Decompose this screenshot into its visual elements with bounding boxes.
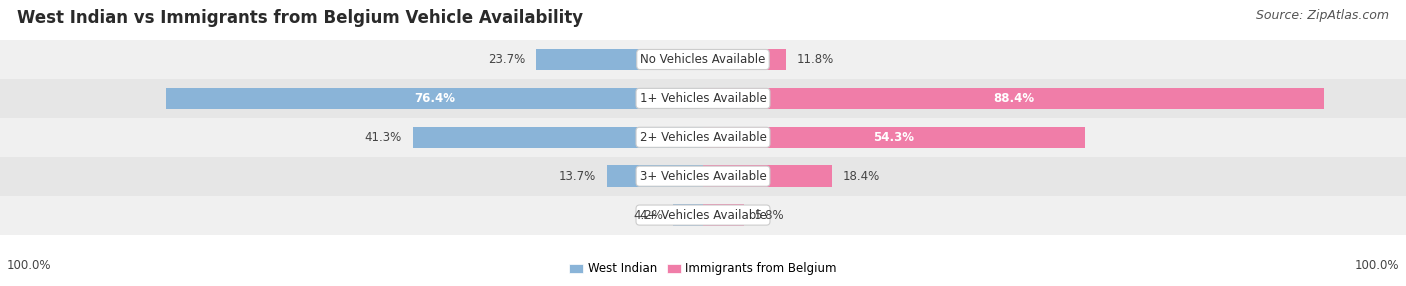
Text: 41.3%: 41.3% <box>366 131 402 144</box>
Bar <box>703 166 832 187</box>
Text: 88.4%: 88.4% <box>993 92 1035 105</box>
Bar <box>537 49 703 70</box>
Legend: West Indian, Immigrants from Belgium: West Indian, Immigrants from Belgium <box>564 258 842 280</box>
Text: Source: ZipAtlas.com: Source: ZipAtlas.com <box>1256 9 1389 21</box>
Text: 2+ Vehicles Available: 2+ Vehicles Available <box>640 131 766 144</box>
Text: 4+ Vehicles Available: 4+ Vehicles Available <box>640 208 766 222</box>
Bar <box>607 166 703 187</box>
Bar <box>166 88 703 109</box>
Bar <box>703 204 744 226</box>
Text: 11.8%: 11.8% <box>796 53 834 66</box>
Text: 13.7%: 13.7% <box>560 170 596 183</box>
Bar <box>703 127 1085 148</box>
Text: 5.8%: 5.8% <box>754 208 785 222</box>
Bar <box>673 204 703 226</box>
Bar <box>0 157 1406 196</box>
Bar <box>0 40 1406 79</box>
Bar <box>703 88 1324 109</box>
Text: 23.7%: 23.7% <box>489 53 526 66</box>
Bar <box>0 118 1406 157</box>
Text: 3+ Vehicles Available: 3+ Vehicles Available <box>640 170 766 183</box>
Text: 76.4%: 76.4% <box>413 92 456 105</box>
Text: 54.3%: 54.3% <box>873 131 914 144</box>
Bar <box>0 196 1406 235</box>
Text: 4.2%: 4.2% <box>633 208 664 222</box>
Bar <box>413 127 703 148</box>
Text: 100.0%: 100.0% <box>1354 259 1399 273</box>
Text: 1+ Vehicles Available: 1+ Vehicles Available <box>640 92 766 105</box>
Text: No Vehicles Available: No Vehicles Available <box>640 53 766 66</box>
Bar <box>0 79 1406 118</box>
Bar <box>703 49 786 70</box>
Text: 18.4%: 18.4% <box>844 170 880 183</box>
Text: 100.0%: 100.0% <box>7 259 52 273</box>
Text: West Indian vs Immigrants from Belgium Vehicle Availability: West Indian vs Immigrants from Belgium V… <box>17 9 583 27</box>
